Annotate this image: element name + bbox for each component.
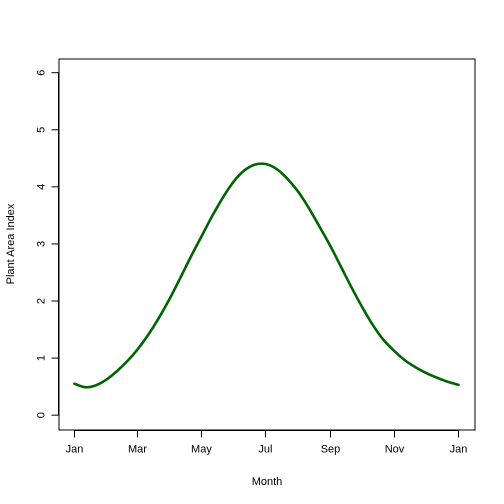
y-tick-label: 3 [36, 241, 48, 247]
x-axis-label: Month [252, 476, 283, 488]
x-tick-label: Sep [321, 444, 341, 456]
y-tick-label: 4 [36, 184, 48, 190]
x-tick-label: Jan [450, 444, 468, 456]
x-tick-label: Jul [258, 444, 272, 456]
y-tick-label: 5 [36, 127, 48, 133]
y-axis-label: Plant Area Index [5, 203, 17, 284]
y-tick-label: 6 [36, 70, 48, 76]
x-tick-label: Mar [128, 444, 147, 456]
x-tick-label: Jan [66, 444, 84, 456]
x-tick-label: May [191, 444, 212, 456]
series-line [73, 162, 460, 389]
x-tick-label: Nov [385, 444, 405, 456]
plot-area-frame [58, 58, 476, 431]
y-tick-label: 0 [36, 412, 48, 418]
y-tick-label: 1 [36, 355, 48, 361]
series-layer [73, 162, 460, 389]
y-axis: 0 1 2 3 4 5 6 [36, 70, 59, 418]
y-tick-label: 2 [36, 298, 48, 304]
x-axis: Jan Mar May Jul Sep Nov Jan [66, 430, 468, 456]
